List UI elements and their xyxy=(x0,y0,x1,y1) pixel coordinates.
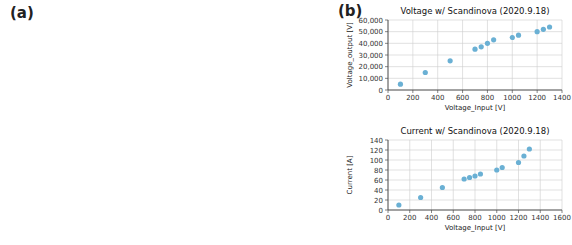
grid-line xyxy=(518,140,519,210)
point xyxy=(418,195,423,200)
panel-label: (a) xyxy=(10,4,34,22)
grid-line xyxy=(562,20,563,90)
grid-line xyxy=(388,210,562,211)
y-axis-label: Voltage_output [V] xyxy=(346,22,354,88)
grid-line xyxy=(431,140,432,210)
point xyxy=(448,58,453,63)
figure: (a)(b)010,00020,00030,00040,00050,00060,… xyxy=(0,0,572,245)
y-tick-label: 120 xyxy=(370,147,383,155)
x-tick-label: 1000 xyxy=(488,214,506,222)
grid-line xyxy=(453,140,454,210)
points xyxy=(396,146,532,207)
point xyxy=(485,41,490,46)
point xyxy=(500,165,505,170)
grid-line xyxy=(437,20,438,90)
grid-line xyxy=(462,20,463,90)
grid-line xyxy=(496,140,497,210)
point xyxy=(535,29,540,34)
point xyxy=(462,176,467,181)
x-tick-label: 1400 xyxy=(531,214,549,222)
grid-line xyxy=(388,20,389,90)
point xyxy=(516,33,521,38)
point xyxy=(541,27,546,32)
point xyxy=(478,171,483,176)
grid-line xyxy=(388,78,562,79)
y-tick-label: 10,000 xyxy=(359,75,384,83)
grid-line xyxy=(388,20,562,21)
x-tick-label: 0 xyxy=(386,94,390,102)
x-tick-label: 800 xyxy=(468,214,481,222)
point xyxy=(479,44,484,49)
x-axis-label: Voltage_Input [V] xyxy=(445,104,506,112)
x-tick-label: 200 xyxy=(406,94,419,102)
y-tick-label: 80 xyxy=(374,167,383,175)
y-axis-line xyxy=(388,140,389,210)
chart-title: Voltage w/ Scandinova (2020.9.18) xyxy=(401,6,550,16)
y-tick-label: 0 xyxy=(379,87,383,95)
x-axis-label: Voltage_Input [V] xyxy=(445,224,506,232)
points xyxy=(398,24,552,86)
grid-line xyxy=(412,20,413,90)
grid-line xyxy=(388,90,562,91)
point xyxy=(521,153,526,158)
y-tick-label: 140 xyxy=(370,137,383,145)
y-tick-label: 20,000 xyxy=(359,63,384,71)
y-tick-label: 60,000 xyxy=(359,17,384,25)
point xyxy=(396,202,401,207)
x-tick-label: 1600 xyxy=(553,214,571,222)
y-tick-label: 40,000 xyxy=(359,40,384,48)
grid-line xyxy=(562,140,563,210)
x-tick-label: 400 xyxy=(431,94,444,102)
point xyxy=(527,146,532,151)
grid xyxy=(388,140,562,210)
x-tick-label: 400 xyxy=(425,214,438,222)
point xyxy=(494,167,499,172)
x-tick-label: 800 xyxy=(481,94,494,102)
x-tick-label: 1400 xyxy=(553,94,571,102)
point xyxy=(472,47,477,52)
x-tick-label: 600 xyxy=(447,214,460,222)
y-axis-line xyxy=(388,20,389,90)
point xyxy=(440,185,445,190)
grid-line xyxy=(487,20,488,90)
grid-line xyxy=(409,140,410,210)
point xyxy=(467,175,472,180)
point xyxy=(472,173,477,178)
grid-line xyxy=(388,140,389,210)
x-tick-label: 1200 xyxy=(528,94,546,102)
y-tick-label: 40 xyxy=(374,187,383,195)
chart-title: Current w/ Scandinova (2020.9.18) xyxy=(401,126,550,136)
point xyxy=(491,37,496,42)
x-tick-label: 1200 xyxy=(510,214,528,222)
grid xyxy=(388,20,562,90)
x-tick-label: 200 xyxy=(403,214,416,222)
point xyxy=(510,35,515,40)
y-tick-label: 100 xyxy=(370,157,383,165)
x-tick-label: 0 xyxy=(386,214,390,222)
point xyxy=(398,82,403,87)
x-tick-label: 600 xyxy=(456,94,469,102)
grid-line xyxy=(388,55,562,56)
x-axis-line xyxy=(388,90,562,91)
x-tick-label: 1000 xyxy=(503,94,521,102)
y-tick-label: 30,000 xyxy=(359,52,384,60)
grid-line xyxy=(388,43,562,44)
grid-line xyxy=(540,140,541,210)
y-axis-label: Current [A] xyxy=(346,155,354,194)
y-tick-label: 60 xyxy=(374,177,383,185)
scatter-chart: 0204060801001201400200400600800100012001… xyxy=(346,126,571,232)
point xyxy=(547,24,552,29)
point xyxy=(516,160,521,165)
y-tick-label: 0 xyxy=(379,207,383,215)
grid-line xyxy=(512,20,513,90)
x-axis-line xyxy=(388,210,562,211)
point xyxy=(423,70,428,75)
grid-line xyxy=(388,66,562,67)
scatter-chart: 0 10,000 20,000 30,000 40,000 50,000 60,000 0 20… xyxy=(346,6,571,112)
y-tick-label: 50,000 xyxy=(359,28,384,36)
y-tick-label: 20 xyxy=(374,197,383,205)
